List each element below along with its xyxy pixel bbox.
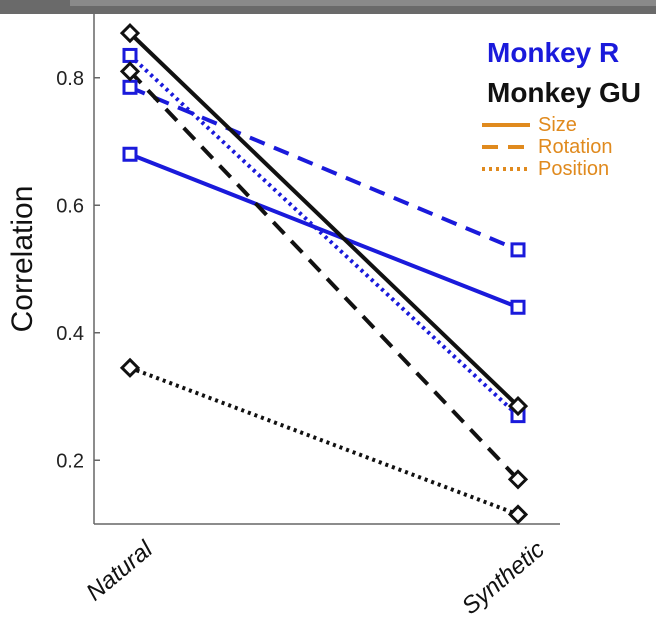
data-point-marker — [122, 47, 138, 63]
y-tick-label: 0.6 — [56, 195, 84, 217]
series-line-monkey-r-size — [129, 152, 519, 310]
y-axis-title: Correlation — [6, 186, 39, 333]
data-point-marker — [510, 242, 526, 258]
data-point-marker — [510, 299, 526, 315]
series-line-monkey-gu-size — [128, 31, 520, 408]
data-point-marker — [122, 146, 138, 162]
data-point-marker — [507, 395, 529, 417]
series-line-monkey-gu-rotation — [128, 69, 520, 481]
data-point-marker — [119, 61, 141, 82]
y-tick-label: 0.8 — [56, 68, 84, 90]
legend-group-label: Monkey R — [487, 37, 619, 68]
top-strip-highlight — [70, 0, 656, 6]
series-line-monkey-r-rotation — [129, 85, 519, 252]
series-line-monkey-r-position — [128, 53, 520, 418]
series-line-monkey-gu-position — [129, 365, 519, 517]
legend-style-label: Position — [538, 158, 609, 180]
data-point-marker — [507, 469, 529, 490]
data-point-marker — [122, 79, 138, 95]
data-point-marker — [507, 504, 529, 525]
legend-style-label: Size — [538, 114, 577, 136]
legend-style-label: Rotation — [538, 136, 613, 158]
legend-group-label: Monkey GU — [487, 77, 641, 108]
data-point-marker — [119, 357, 141, 378]
y-tick-label: 0.2 — [56, 450, 84, 472]
y-tick-label: 0.4 — [56, 323, 84, 345]
x-category-label: Synthetic — [457, 536, 550, 620]
data-point-marker — [119, 23, 141, 44]
x-category-label: Natural — [81, 535, 158, 606]
